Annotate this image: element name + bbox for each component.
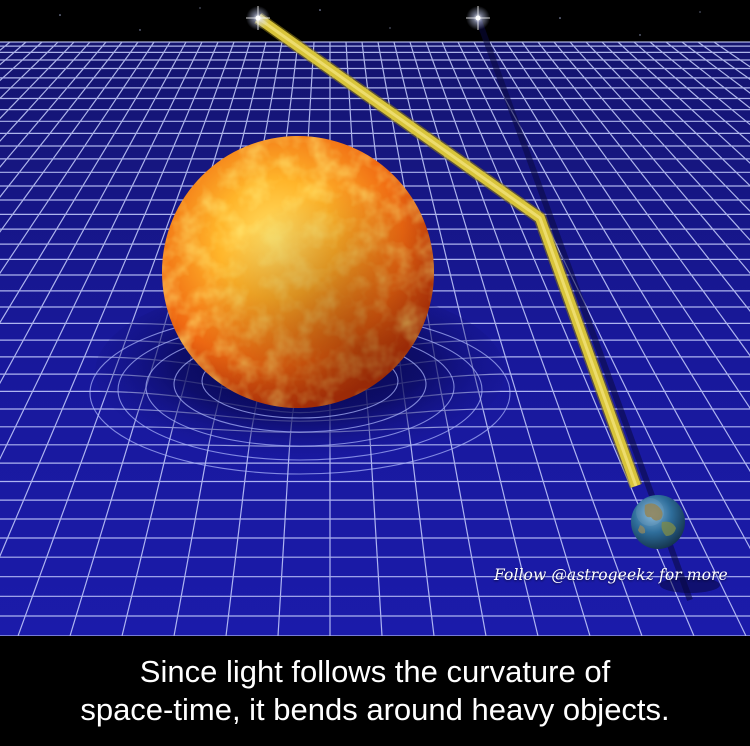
grid-line-vertical (0, 41, 187, 385)
grid-line-vertical (601, 41, 750, 187)
grid-line-vertical (617, 41, 750, 164)
apparent-star-position (466, 6, 490, 30)
grid-line-vertical (0, 41, 107, 168)
grid-line-vertical (633, 41, 750, 144)
grid-line-vertical (0, 41, 123, 198)
earth (631, 495, 720, 593)
grid-line-vertical (0, 41, 203, 460)
grid-line-vertical (489, 41, 750, 473)
spacetime-svg (0, 6, 750, 636)
grid-line-vertical (537, 41, 750, 313)
sun (162, 136, 434, 408)
grid-line-vertical (473, 41, 750, 550)
grid-line-vertical (553, 41, 750, 274)
caption-line-1: Since light follows the curvature of (139, 654, 611, 689)
grid-line-vertical (0, 41, 91, 142)
grid-line-vertical (457, 41, 747, 636)
light-source-star-left (246, 6, 270, 30)
background-stars (59, 7, 701, 36)
grid-line-vertical (0, 41, 219, 558)
watermark-text: Follow @astrogeekz for more (494, 566, 728, 584)
grid-line-vertical (505, 41, 750, 410)
grid-line-vertical (0, 41, 155, 275)
grid-line-vertical (521, 41, 750, 357)
grid-line-vertical (569, 41, 750, 241)
caption-bar: Since light follows the curvature of spa… (0, 636, 750, 746)
caption-line-2: space-time, it bends around heavy object… (80, 692, 670, 727)
grid-line-vertical (585, 41, 750, 213)
grid-line-vertical (425, 41, 643, 636)
spacetime-illustration: Follow @astrogeekz for more (0, 6, 750, 636)
light-beam-highlight (257, 16, 638, 487)
grid-line-vertical (0, 41, 171, 324)
grid-line-vertical (0, 41, 139, 233)
